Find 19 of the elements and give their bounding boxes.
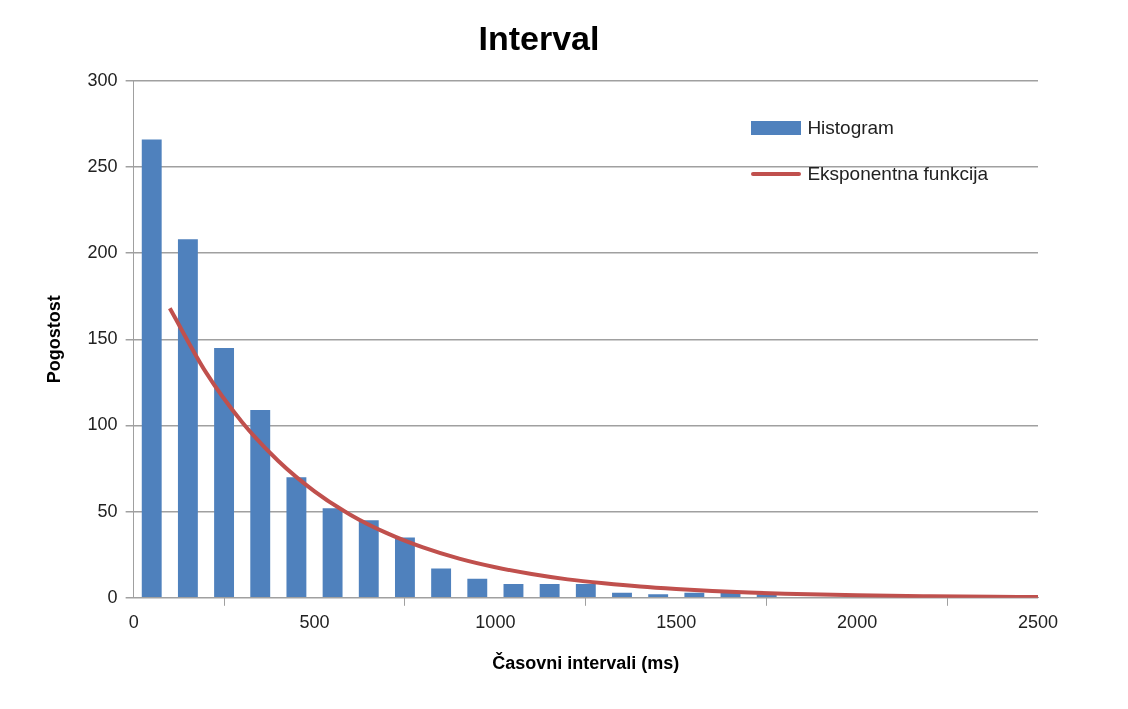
y-axis-title: Pogostost [43, 295, 64, 384]
x-tick-label: 2000 [837, 611, 878, 632]
y-tick-label: 250 [87, 155, 118, 176]
x-tick-label: 1500 [656, 611, 697, 632]
y-tick-label: 0 [107, 586, 118, 607]
legend-label: Eksponentna funkcija [807, 163, 988, 185]
y-tick-label: 100 [87, 414, 118, 435]
x-tick-label: 2500 [1017, 611, 1059, 632]
y-tick-label: 200 [87, 242, 118, 263]
y-tick-label: 300 [87, 69, 118, 90]
y-tick-label: 150 [87, 328, 118, 349]
x-tick-label: 500 [299, 611, 330, 632]
x-axis-title: Časovni intervali (ms) [492, 652, 680, 674]
x-tick-label: 0 [128, 611, 139, 632]
x-tick-label: 1000 [475, 611, 516, 632]
y-tick-label: 50 [97, 500, 118, 521]
legend-label: Histogram [807, 117, 894, 139]
chart-title: Interval [478, 18, 600, 57]
line-series [167, 306, 1038, 598]
